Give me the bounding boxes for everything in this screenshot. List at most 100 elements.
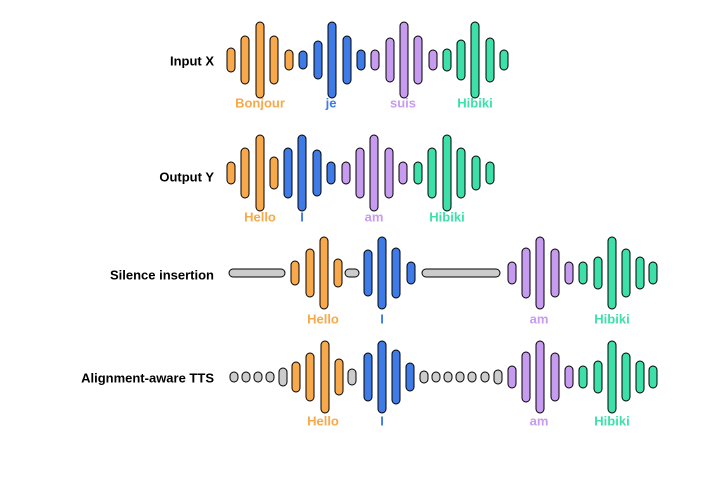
waveform-bar bbox=[297, 134, 307, 212]
waveform-bar bbox=[290, 260, 300, 286]
waveform-bar bbox=[305, 352, 315, 402]
waveform-bar bbox=[470, 21, 480, 99]
waveform-bar bbox=[405, 362, 415, 392]
waveform-bar bbox=[391, 247, 401, 299]
waveform-bar bbox=[384, 147, 394, 199]
waveform-bar bbox=[399, 21, 409, 99]
word-label: Hibiki bbox=[594, 413, 629, 428]
waveform-bar bbox=[648, 261, 658, 285]
waveform-bar bbox=[564, 365, 574, 389]
waveform-bar bbox=[621, 248, 631, 298]
word-label: Hibiki bbox=[594, 311, 629, 326]
waveform-bar bbox=[480, 371, 490, 383]
waveform-bar bbox=[356, 49, 366, 71]
waveform-bar bbox=[255, 134, 265, 212]
waveform-bar bbox=[363, 249, 373, 297]
waveform-bar bbox=[341, 161, 351, 185]
word-label: Hibiki bbox=[457, 95, 492, 110]
word-label: am bbox=[530, 311, 549, 326]
waveform-bar bbox=[291, 361, 301, 393]
waveform-bar bbox=[535, 340, 545, 414]
word-label: je bbox=[325, 95, 337, 110]
word-label: am bbox=[530, 413, 549, 428]
waveform-bar bbox=[507, 261, 517, 285]
waveform-bar bbox=[635, 256, 645, 290]
waveform-bar bbox=[313, 40, 323, 80]
row-label: Alignment-aware TTS bbox=[81, 370, 214, 385]
waveform-bar bbox=[391, 349, 401, 405]
waveform-bar bbox=[564, 261, 574, 285]
word-label: Bonjour bbox=[235, 95, 285, 110]
waveform-bar bbox=[240, 35, 250, 85]
waveform-bar bbox=[535, 236, 545, 310]
word-label: I bbox=[300, 209, 304, 224]
waveform-bar bbox=[269, 156, 279, 190]
waveform-bar bbox=[347, 368, 357, 386]
waveform-bar bbox=[578, 365, 588, 389]
waveform-bar bbox=[278, 367, 288, 387]
word-label: suis bbox=[390, 95, 416, 110]
waveform-bar bbox=[427, 147, 437, 199]
waveform-bar bbox=[521, 247, 531, 299]
waveform-bar bbox=[377, 340, 387, 414]
waveform-bar bbox=[255, 21, 265, 99]
waveform-bar bbox=[607, 236, 617, 310]
waveform-bar bbox=[593, 360, 603, 394]
waveform-bar bbox=[312, 149, 322, 197]
waveform-bar bbox=[621, 352, 631, 402]
waveform-bar bbox=[421, 268, 501, 278]
waveform-bar bbox=[228, 268, 286, 278]
word-label: I bbox=[380, 311, 384, 326]
row-label: Output Y bbox=[159, 169, 214, 184]
waveform-bar bbox=[344, 268, 360, 278]
waveform-bar bbox=[485, 161, 495, 185]
waveform-bar bbox=[648, 365, 658, 389]
waveform-bar bbox=[265, 371, 275, 383]
waveform-bar bbox=[369, 134, 379, 212]
waveform-bar bbox=[226, 161, 236, 185]
waveform-bar bbox=[283, 147, 293, 199]
word-label: Hello bbox=[307, 413, 339, 428]
waveform-bar bbox=[455, 371, 465, 383]
word-label: Hello bbox=[307, 311, 339, 326]
waveform-bar bbox=[550, 352, 560, 402]
waveform-bar bbox=[428, 49, 438, 71]
waveform-bar bbox=[355, 147, 365, 199]
waveform-bar bbox=[419, 370, 429, 384]
waveform-bar bbox=[443, 371, 453, 383]
waveform-bar bbox=[406, 261, 416, 285]
word-label: am bbox=[365, 209, 384, 224]
waveform-bar bbox=[298, 50, 308, 70]
waveform-bar bbox=[342, 35, 352, 85]
waveform-bar bbox=[413, 35, 423, 85]
word-label: Hello bbox=[244, 209, 276, 224]
waveform-bar bbox=[241, 371, 251, 383]
waveform-bar bbox=[485, 37, 495, 83]
waveform-bar bbox=[327, 21, 337, 99]
waveform-bar bbox=[593, 256, 603, 290]
waveform-bar bbox=[284, 49, 294, 71]
waveform-bar bbox=[442, 48, 452, 72]
waveform-bar bbox=[240, 147, 250, 199]
waveform-bar bbox=[253, 371, 263, 383]
waveform-bar bbox=[550, 248, 560, 298]
waveform-bar bbox=[431, 371, 441, 383]
waveform-bar bbox=[385, 37, 395, 83]
waveform-bar bbox=[413, 161, 423, 185]
waveform-bar bbox=[635, 360, 645, 394]
waveform-bar bbox=[269, 35, 279, 85]
row-label: Silence insertion bbox=[110, 267, 214, 282]
waveform-bar bbox=[334, 358, 344, 396]
word-label: Hibiki bbox=[429, 209, 464, 224]
waveform-bar bbox=[456, 147, 466, 199]
waveform-bar bbox=[319, 236, 329, 310]
waveform-bar bbox=[326, 161, 336, 185]
word-label: I bbox=[380, 413, 384, 428]
waveform-bar bbox=[493, 369, 503, 385]
waveform-bar bbox=[471, 155, 481, 191]
waveform-bar bbox=[442, 134, 452, 212]
waveform-bar bbox=[521, 351, 531, 403]
waveform-bar bbox=[229, 371, 239, 383]
waveform-bar bbox=[305, 248, 315, 298]
